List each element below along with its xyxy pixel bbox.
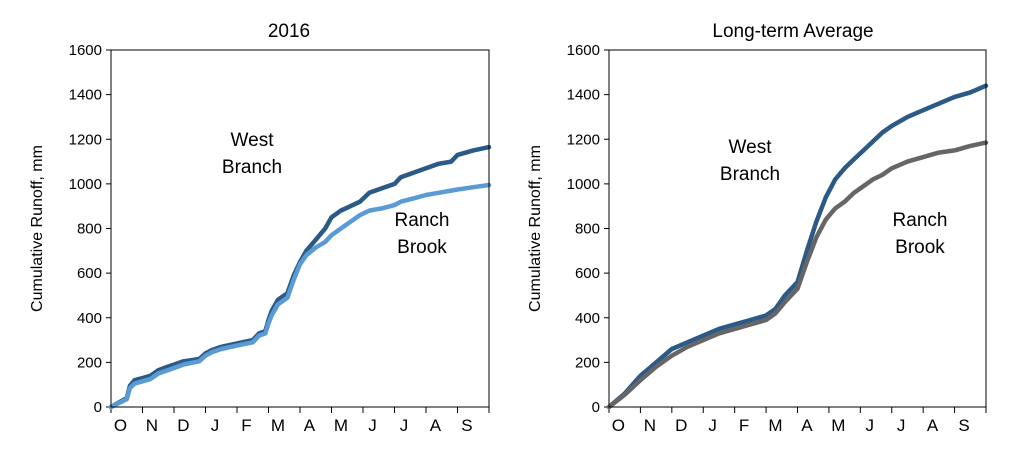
y-tick-label: 1400 [567, 87, 600, 104]
y-tick-label: 1000 [69, 176, 102, 193]
x-tick-label: J [211, 416, 220, 435]
x-tick-label: S [461, 416, 472, 435]
x-tick-label: M [768, 416, 782, 435]
y-tick-label: 400 [77, 310, 102, 327]
x-tick-label: O [114, 416, 127, 435]
x-tick-label: J [708, 416, 717, 435]
series-annotation-label: Branch [222, 157, 282, 178]
x-tick-label: O [612, 416, 625, 435]
y-tick-label: 1400 [69, 87, 102, 104]
x-tick-label: M [271, 416, 285, 435]
x-tick-label: N [644, 416, 656, 435]
series-annotation-label: Ranch [893, 210, 948, 231]
x-tick-label: D [177, 416, 189, 435]
series-line-ranch-brook [108, 182, 492, 410]
x-tick-label: J [897, 416, 906, 435]
series-line-west-branch [108, 144, 492, 410]
y-tick-label: 1200 [567, 131, 600, 148]
series-annotation-label: Brook [397, 237, 447, 258]
y-tick-label: 200 [575, 354, 600, 371]
chart-title: Long-term Average [712, 21, 873, 42]
y-tick-label: 0 [94, 399, 102, 416]
series-annotation-label: Branch [720, 164, 780, 185]
series-annotation-label: Brook [895, 237, 945, 258]
y-axis-label: Cumulative Runoff, mm [29, 145, 46, 312]
x-tick-label: D [675, 416, 687, 435]
y-tick-label: 400 [575, 310, 600, 327]
series-line-ranch-brook [606, 140, 989, 410]
y-axis-label: Cumulative Runoff, mm [527, 145, 544, 312]
y-tick-label: 600 [575, 265, 600, 282]
y-tick-label: 800 [575, 221, 600, 238]
y-tick-label: 1000 [567, 176, 600, 193]
x-tick-label: N [146, 416, 158, 435]
x-tick-label: S [958, 416, 969, 435]
y-tick-label: 200 [77, 354, 102, 371]
chart-title: 2016 [268, 21, 310, 42]
x-tick-label: A [430, 416, 442, 435]
y-tick-label: 1200 [69, 131, 102, 148]
x-tick-label: F [241, 416, 251, 435]
x-tick-label: J [866, 416, 875, 435]
chart-long-term-average: Long-term Average Cumulative Runoff, mm 0 2… [527, 21, 989, 435]
y-tick-label: 1600 [69, 42, 102, 59]
x-tick-label: M [831, 416, 845, 435]
x-tick-label: F [739, 416, 749, 435]
series-annotation-label: West [231, 130, 275, 151]
x-tick-label: J [400, 416, 409, 435]
chart-2016: 2016 Cumulative Runoff, mm 0 200 400 600 800 10… [29, 21, 492, 435]
y-tick-label: 800 [77, 221, 102, 238]
y-tick-label: 600 [77, 265, 102, 282]
x-tick-label: A [801, 416, 813, 435]
x-tick-label: A [304, 416, 316, 435]
x-tick-label: M [334, 416, 348, 435]
plot-area-frame [608, 49, 987, 408]
series-annotation-label: Ranch [395, 210, 450, 231]
series-line-west-branch [606, 83, 989, 410]
y-tick-label: 0 [592, 399, 600, 416]
plot-area-frame [110, 49, 490, 408]
y-tick-label: 1600 [567, 42, 600, 59]
x-tick-label: J [368, 416, 377, 435]
x-tick-label: A [927, 416, 939, 435]
series-annotation-label: West [729, 137, 773, 158]
